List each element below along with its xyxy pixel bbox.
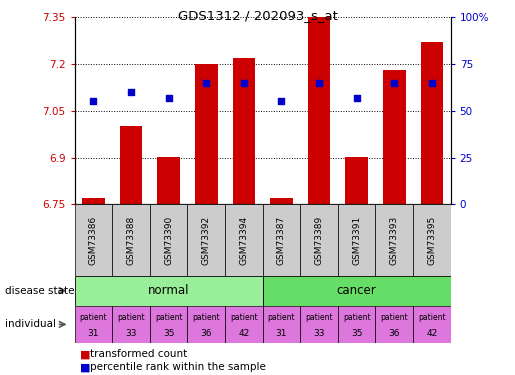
Bar [263,276,451,306]
Text: GSM73387: GSM73387 [277,215,286,265]
Text: GSM73390: GSM73390 [164,215,173,265]
Text: GDS1312 / 202093_s_at: GDS1312 / 202093_s_at [178,9,337,22]
Text: normal: normal [148,284,190,297]
Text: 36: 36 [388,329,400,338]
Bar [308,17,330,204]
Text: 31: 31 [88,329,99,338]
Text: patient: patient [193,313,220,322]
Bar [82,198,105,204]
Point [202,80,210,86]
Text: GSM73386: GSM73386 [89,215,98,265]
Point [390,80,398,86]
Text: patient: patient [80,313,107,322]
Point [239,80,248,86]
Point [127,89,135,95]
Bar [413,306,451,343]
Bar [233,57,255,204]
Bar [112,204,150,276]
Text: 36: 36 [200,329,212,338]
Text: transformed count: transformed count [90,350,187,359]
Bar [300,306,338,343]
Text: GSM73392: GSM73392 [202,215,211,265]
Text: patient: patient [381,313,408,322]
Bar [375,306,413,343]
Text: patient: patient [230,313,258,322]
Bar [187,204,225,276]
Bar [300,204,338,276]
Bar [75,204,112,276]
Text: GSM73391: GSM73391 [352,215,361,265]
Text: patient: patient [418,313,445,322]
Text: patient: patient [343,313,370,322]
Text: GSM73389: GSM73389 [315,215,323,265]
Bar [120,126,142,204]
Text: patient: patient [117,313,145,322]
Bar [112,306,150,343]
Point [277,98,285,104]
Bar [338,204,375,276]
Bar [225,306,263,343]
Text: ■: ■ [80,350,90,359]
Text: patient: patient [268,313,295,322]
Bar [195,64,217,204]
Bar [263,204,300,276]
Text: 33: 33 [125,329,137,338]
Text: patient: patient [305,313,333,322]
Bar [270,198,293,204]
Text: GSM73388: GSM73388 [127,215,135,265]
Bar [75,306,112,343]
Bar [150,306,187,343]
Bar [375,204,413,276]
Bar [158,158,180,204]
Bar [75,276,263,306]
Text: 42: 42 [426,329,437,338]
Text: 35: 35 [163,329,175,338]
Bar [413,204,451,276]
Bar [187,306,225,343]
Text: patient: patient [155,313,182,322]
Bar [263,306,300,343]
Text: individual: individual [5,320,56,329]
Bar [383,70,405,204]
Point [164,94,173,100]
Text: cancer: cancer [337,284,376,297]
Point [315,80,323,86]
Text: 33: 33 [313,329,325,338]
Text: 31: 31 [276,329,287,338]
Text: GSM73395: GSM73395 [427,215,436,265]
Text: 42: 42 [238,329,249,338]
Point [352,94,360,100]
Bar [421,42,443,204]
Bar [150,204,187,276]
Bar [338,306,375,343]
Text: GSM73394: GSM73394 [239,215,248,265]
Point [90,98,98,104]
Bar [225,204,263,276]
Point [427,80,436,86]
Text: 35: 35 [351,329,363,338]
Text: disease state: disease state [5,286,75,296]
Text: ■: ■ [80,363,90,372]
Bar [346,158,368,204]
Text: percentile rank within the sample: percentile rank within the sample [90,363,266,372]
Text: GSM73393: GSM73393 [390,215,399,265]
